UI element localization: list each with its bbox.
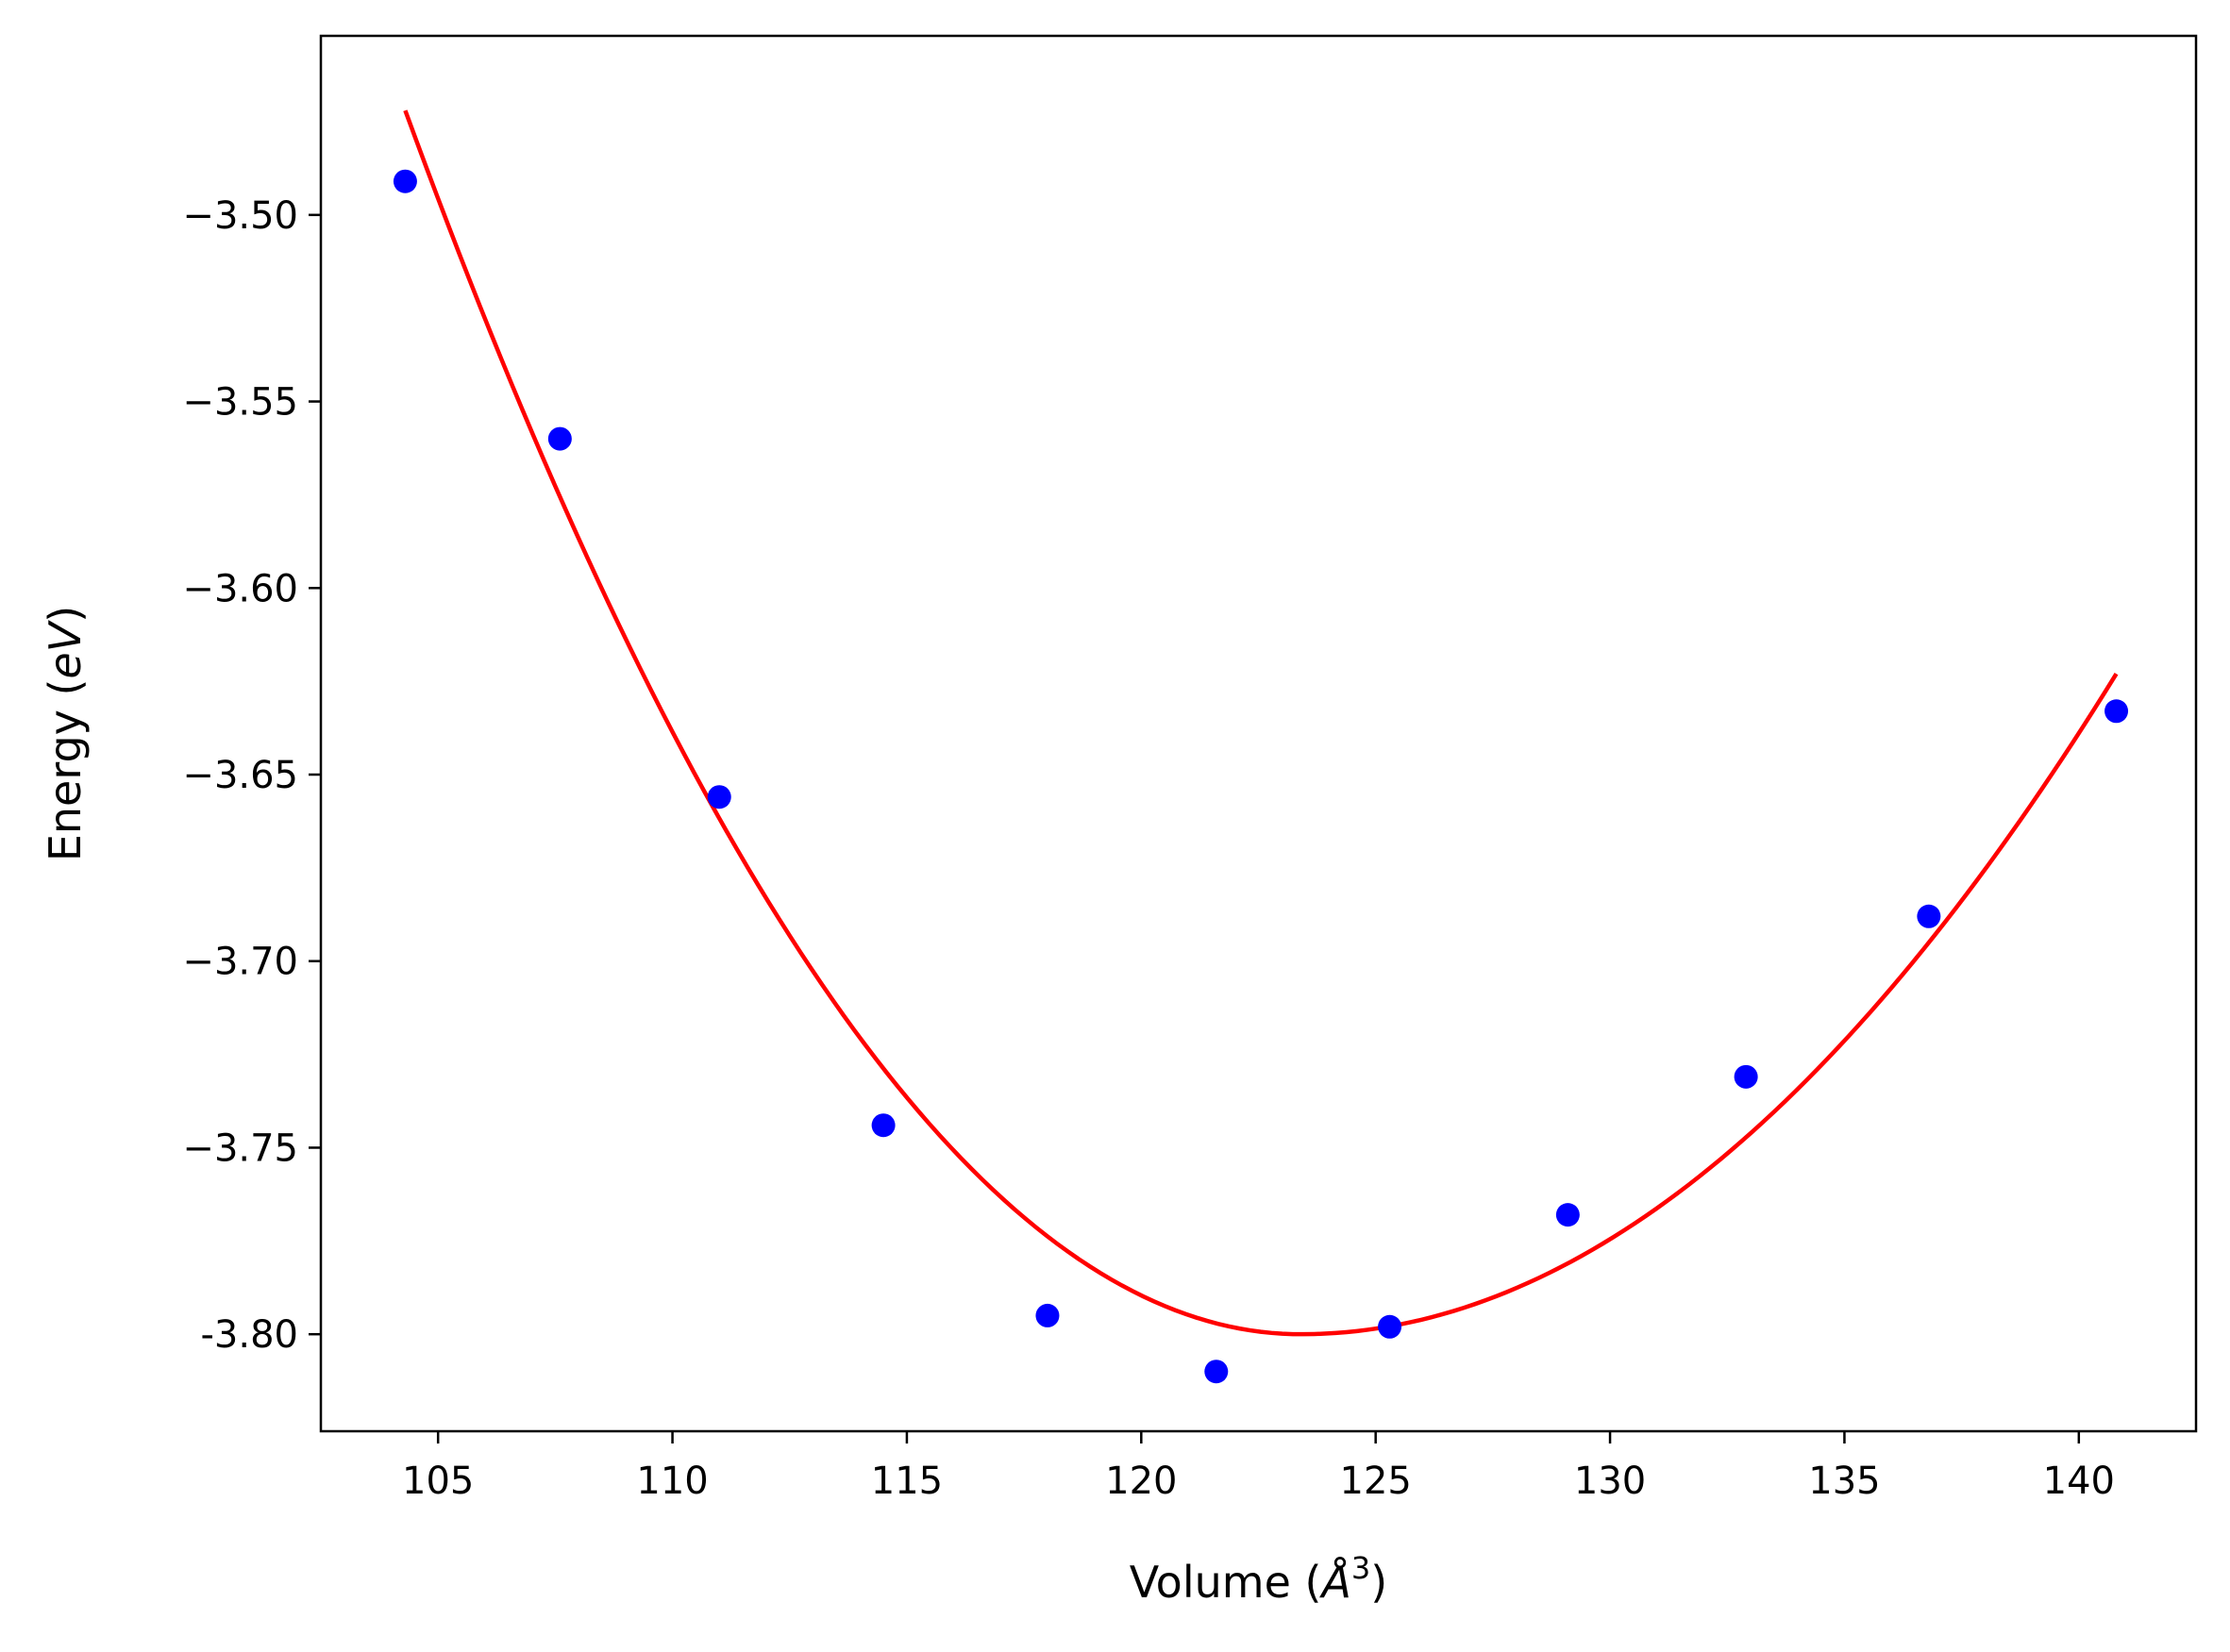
- y-axis-label-suffix: ): [40, 606, 91, 623]
- x-tick-label: 105: [402, 1460, 474, 1503]
- data-points-layer: [393, 169, 2129, 1384]
- x-axis-ticks: 105 110 115 120 125 130 135 140: [402, 1431, 2115, 1503]
- x-axis-label-power: 3: [1351, 1550, 1370, 1586]
- data-point: [707, 785, 731, 809]
- data-point: [2104, 699, 2129, 724]
- data-point: [1378, 1314, 1402, 1339]
- y-axis-label: Energy (eV): [40, 606, 91, 861]
- y-tick-label: −3.65: [182, 754, 298, 797]
- x-tick-label: 125: [1340, 1460, 1412, 1503]
- fit-curve-line: [403, 109, 2119, 1337]
- x-tick-label: 110: [636, 1460, 708, 1503]
- x-tick-label: 120: [1105, 1460, 1177, 1503]
- data-point: [1555, 1203, 1580, 1227]
- y-tick-label: −3.75: [182, 1126, 298, 1170]
- data-point: [1917, 904, 1941, 928]
- data-point: [1204, 1360, 1229, 1384]
- x-axis-label: Volume (Å3): [1130, 1550, 1387, 1608]
- x-axis-label-prefix: Volume (: [1130, 1557, 1322, 1608]
- y-tick-label: −3.60: [182, 567, 298, 610]
- y-tick-label: −3.70: [182, 941, 298, 984]
- x-tick-label: 140: [2043, 1460, 2115, 1503]
- y-axis-label-prefix: Energy (: [40, 679, 91, 862]
- data-point: [1734, 1064, 1758, 1089]
- data-point: [871, 1113, 896, 1138]
- y-axis-ticks: −3.50 −3.55 −3.60 −3.65 −3.70 −3.75 -3.80: [182, 194, 321, 1357]
- plot-frame: [319, 34, 2198, 1433]
- y-tick-label: −3.55: [182, 381, 298, 425]
- x-tick-label: 135: [1808, 1460, 1880, 1503]
- data-point: [1035, 1303, 1060, 1327]
- data-point: [393, 169, 417, 193]
- y-tick-label: -3.80: [201, 1313, 299, 1357]
- y-axis-label-unit: eV: [40, 619, 91, 678]
- y-tick-label: −3.50: [182, 194, 298, 238]
- x-tick-label: 115: [871, 1460, 943, 1503]
- x-axis-label-symbol: Å: [1318, 1557, 1350, 1608]
- x-tick-label: 130: [1574, 1460, 1646, 1503]
- fit-curve-layer: [403, 109, 2119, 1337]
- data-point: [547, 426, 572, 451]
- x-axis-label-suffix: ): [1370, 1557, 1387, 1608]
